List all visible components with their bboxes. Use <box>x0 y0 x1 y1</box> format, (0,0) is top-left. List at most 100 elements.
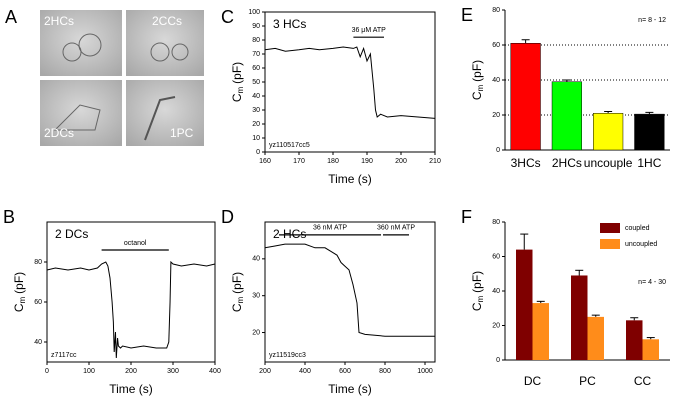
bar <box>532 303 549 360</box>
y-label-symbol: C <box>12 303 26 312</box>
x-tick-label: 400 <box>299 368 311 375</box>
y-tick-label: 0 <box>496 147 500 154</box>
y-axis-label: Cm (pF) <box>230 272 245 312</box>
y-axis-label: Cm (pF) <box>470 60 485 100</box>
y-tick-label: 80 <box>492 219 500 226</box>
y-axis-label: Cm (pF) <box>230 62 245 102</box>
y-tick-label: 90 <box>252 23 260 30</box>
plot-frame <box>264 11 436 153</box>
x-tick-label: CC <box>634 374 652 388</box>
image-label: 1PC <box>170 126 194 140</box>
x-tick-label: 300 <box>167 368 179 375</box>
y-label-subscript: m <box>476 85 485 92</box>
y-tick-label: 40 <box>252 93 260 100</box>
image <box>40 80 122 146</box>
y-label-subscript: m <box>18 297 27 304</box>
y-tick-label: 80 <box>252 37 260 44</box>
y-tick-label: 40 <box>492 77 500 84</box>
x-tick-label: DC <box>524 374 542 388</box>
panel-label: B <box>3 207 15 227</box>
trace <box>264 46 436 119</box>
cell <box>171 43 189 61</box>
y-label-symbol: C <box>470 91 484 100</box>
x-tick-label: 1HC <box>637 156 661 170</box>
x-axis-label: Time (s) <box>328 382 372 396</box>
y-tick-label: 60 <box>492 42 500 49</box>
legend-label: uncoupled <box>625 241 657 248</box>
bar <box>516 249 533 360</box>
y-label-unit: (pF) <box>12 272 26 294</box>
image-label: 2DCs <box>44 126 74 140</box>
legend-label: coupled <box>625 225 650 232</box>
x-tick-label: 200 <box>259 368 271 375</box>
sample-size-note: n= 8 - 12 <box>638 17 666 24</box>
trace <box>46 260 216 359</box>
x-tick-label: 100 <box>83 368 95 375</box>
x-tick-label: 210 <box>429 158 441 165</box>
x-tick-label: 2HCs <box>552 156 582 170</box>
x-tick-label: 170 <box>293 158 305 165</box>
cell <box>150 42 170 62</box>
y-tick-label: 70 <box>252 51 260 58</box>
y-tick-label: 0 <box>496 357 500 364</box>
y-tick-label: 20 <box>492 322 500 329</box>
x-axis-label: Time (s) <box>328 172 372 186</box>
trace <box>264 243 435 337</box>
stimulus-label: 360 nM ATP <box>377 225 415 232</box>
y-label-unit: (pF) <box>470 271 484 293</box>
image <box>126 10 204 76</box>
y-tick-label: 60 <box>492 253 500 260</box>
x-tick-label: 190 <box>361 158 373 165</box>
panel-label: F <box>461 207 472 227</box>
y-label-subscript: m <box>236 297 245 304</box>
panel-title: 2 HCs <box>273 227 306 241</box>
sample-size-note: n= 4 - 30 <box>638 279 666 286</box>
image <box>126 80 204 146</box>
y-tick-label: 60 <box>252 65 260 72</box>
panel-title: 3 HCs <box>273 17 306 31</box>
x-tick-label: 800 <box>379 368 391 375</box>
y-tick-label: 40 <box>252 256 260 263</box>
x-tick-label: 0 <box>45 368 49 375</box>
y-label-unit: (pF) <box>230 272 244 294</box>
x-tick-label: 200 <box>395 158 407 165</box>
legend-swatch <box>600 223 620 233</box>
panel-label: A <box>5 7 17 27</box>
panel-label: C <box>221 7 234 27</box>
y-label-unit: (pF) <box>230 62 244 84</box>
cell <box>53 104 101 131</box>
y-tick-label: 60 <box>34 299 42 306</box>
image-label: 2CCs <box>152 14 182 28</box>
cell <box>78 33 102 57</box>
x-axis-label: Time (s) <box>109 382 153 396</box>
x-tick-label: 1000 <box>417 368 433 375</box>
y-label-subscript: m <box>236 87 245 94</box>
recording-code: z7117cc <box>51 352 77 359</box>
y-tick-label: 10 <box>252 135 260 142</box>
stimulus-label: 36 μM ATP <box>352 27 387 34</box>
y-tick-label: 80 <box>492 7 500 14</box>
y-tick-label: 20 <box>252 121 260 128</box>
bar <box>571 275 588 360</box>
y-tick-label: 40 <box>492 288 500 295</box>
recording-code: yz110517cc5 <box>269 142 310 149</box>
y-label-unit: (pF) <box>470 60 484 82</box>
bar <box>626 320 643 360</box>
stimulus-label: octanol <box>124 240 147 247</box>
image-label: 2HCs <box>44 14 74 28</box>
y-label-symbol: C <box>470 302 484 311</box>
image <box>40 10 122 76</box>
y-tick-label: 0 <box>256 149 260 156</box>
y-axis-label: Cm (pF) <box>12 272 27 312</box>
y-label-symbol: C <box>230 303 244 312</box>
y-tick-label: 30 <box>252 293 260 300</box>
y-label-subscript: m <box>476 296 485 303</box>
y-tick-label: 50 <box>252 79 260 86</box>
x-tick-label: 3HCs <box>511 156 541 170</box>
x-tick-label: PC <box>579 374 596 388</box>
y-tick-label: 100 <box>248 9 260 16</box>
bar <box>510 43 541 151</box>
bar <box>587 316 604 360</box>
recording-code: yz11519cc3 <box>269 352 306 359</box>
